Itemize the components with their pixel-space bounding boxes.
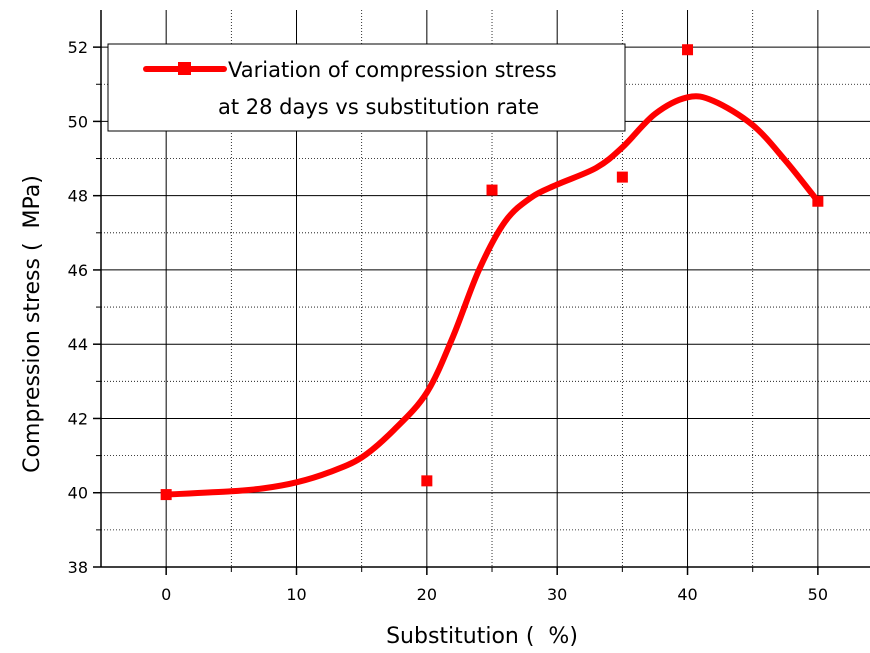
data-point (812, 195, 824, 207)
series-layer (160, 44, 824, 501)
x-tick-label: 50 (808, 585, 828, 604)
legend: Variation of compression stress at 28 da… (107, 43, 626, 132)
y-tick-label: 46 (68, 261, 88, 280)
data-point (486, 184, 498, 196)
legend-label-line-2: at 28 days vs substitution rate (218, 95, 539, 119)
legend-marker-sample (178, 62, 191, 75)
x-tick-label: 30 (547, 585, 567, 604)
legend-label-line-1: Variation of compression stress (228, 58, 557, 82)
y-tick-label: 44 (68, 335, 88, 354)
axes-layer (100, 10, 870, 568)
series-fit-line (163, 93, 821, 498)
x-tick-label: 20 (417, 585, 437, 604)
x-tick-label: 0 (161, 585, 171, 604)
y-tick-label: 50 (68, 112, 88, 131)
data-point (421, 475, 433, 487)
y-tick-label: 52 (68, 38, 88, 57)
y-tick-label: 48 (68, 187, 88, 206)
y-tick-label: 42 (68, 409, 88, 428)
y-tick-label: 38 (68, 558, 88, 577)
legend-box (107, 43, 626, 132)
data-point (682, 44, 694, 56)
x-tick-label: 40 (677, 585, 697, 604)
y-tick-label: 40 (68, 484, 88, 503)
data-point (616, 171, 628, 183)
data-point (160, 489, 172, 501)
x-tick-label: 10 (286, 585, 306, 604)
x-axis-title: Substitution ( %) (386, 624, 578, 649)
ticks-layer: 0 10 20 30 40 50 38 40 42 44 46 48 50 52 (68, 38, 828, 604)
y-axis-title: Compression stress ( MPa) (20, 175, 45, 473)
